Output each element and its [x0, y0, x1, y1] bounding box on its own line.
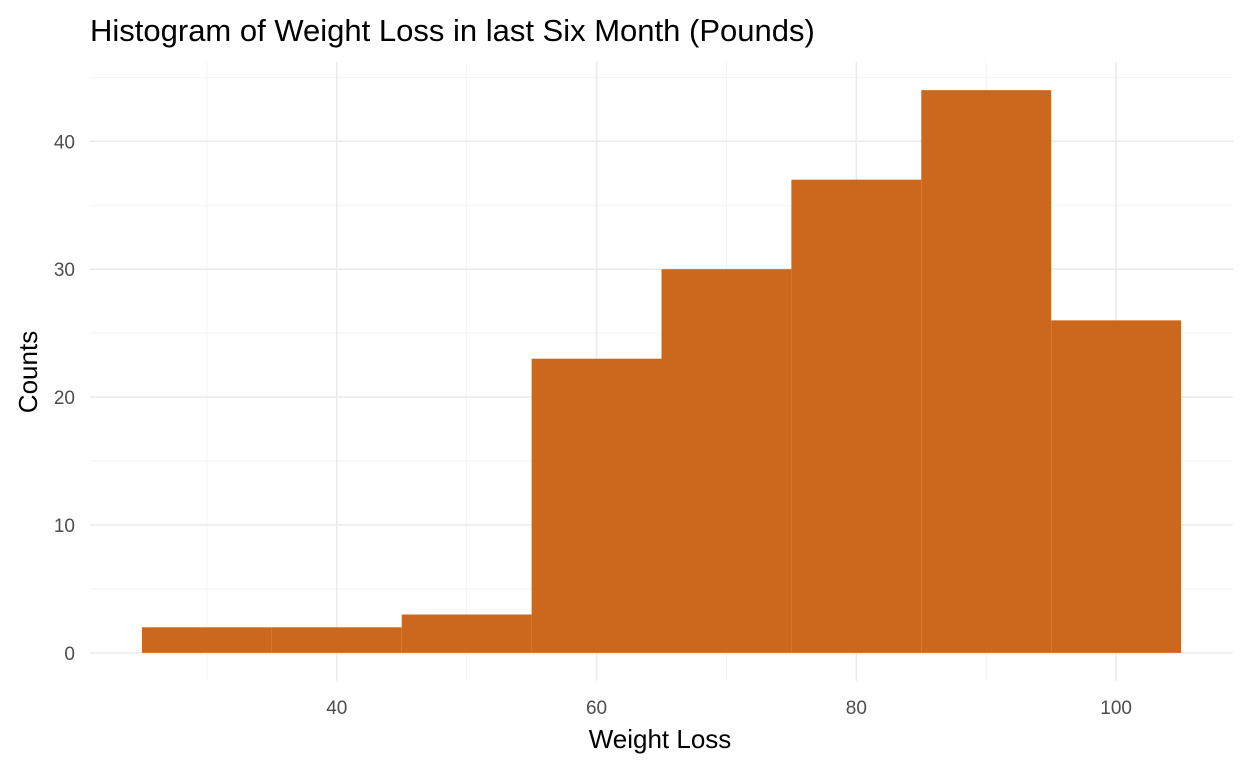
chart-title: Histogram of Weight Loss in last Six Mon…	[90, 13, 815, 48]
histogram-bar-1	[271, 627, 402, 653]
histogram-bar-3	[531, 358, 662, 653]
histogram-bar-7	[1051, 320, 1182, 653]
x-tick-label: 80	[846, 698, 867, 719]
y-tick-label: 10	[54, 516, 75, 537]
y-tick-label: 0	[64, 644, 75, 665]
y-tick-label: 20	[54, 388, 75, 409]
x-tick-label: 60	[586, 698, 607, 719]
x-tick-label: 40	[326, 698, 347, 719]
histogram-bar-5	[791, 179, 922, 653]
histogram-bar-4	[661, 269, 792, 653]
histogram-bars	[141, 90, 1182, 653]
histogram-bar-2	[401, 614, 532, 653]
x-tick-label: 100	[1100, 698, 1132, 719]
histogram-bar-6	[921, 90, 1052, 653]
tick-labels: 40 60 80 100 0 10 20 30 40	[54, 132, 1132, 719]
y-tick-label: 40	[54, 132, 75, 153]
histogram-bar-0	[141, 627, 272, 653]
x-axis-title: Weight Loss	[589, 724, 732, 754]
y-axis-title: Counts	[13, 331, 43, 413]
y-tick-label: 30	[54, 260, 75, 281]
